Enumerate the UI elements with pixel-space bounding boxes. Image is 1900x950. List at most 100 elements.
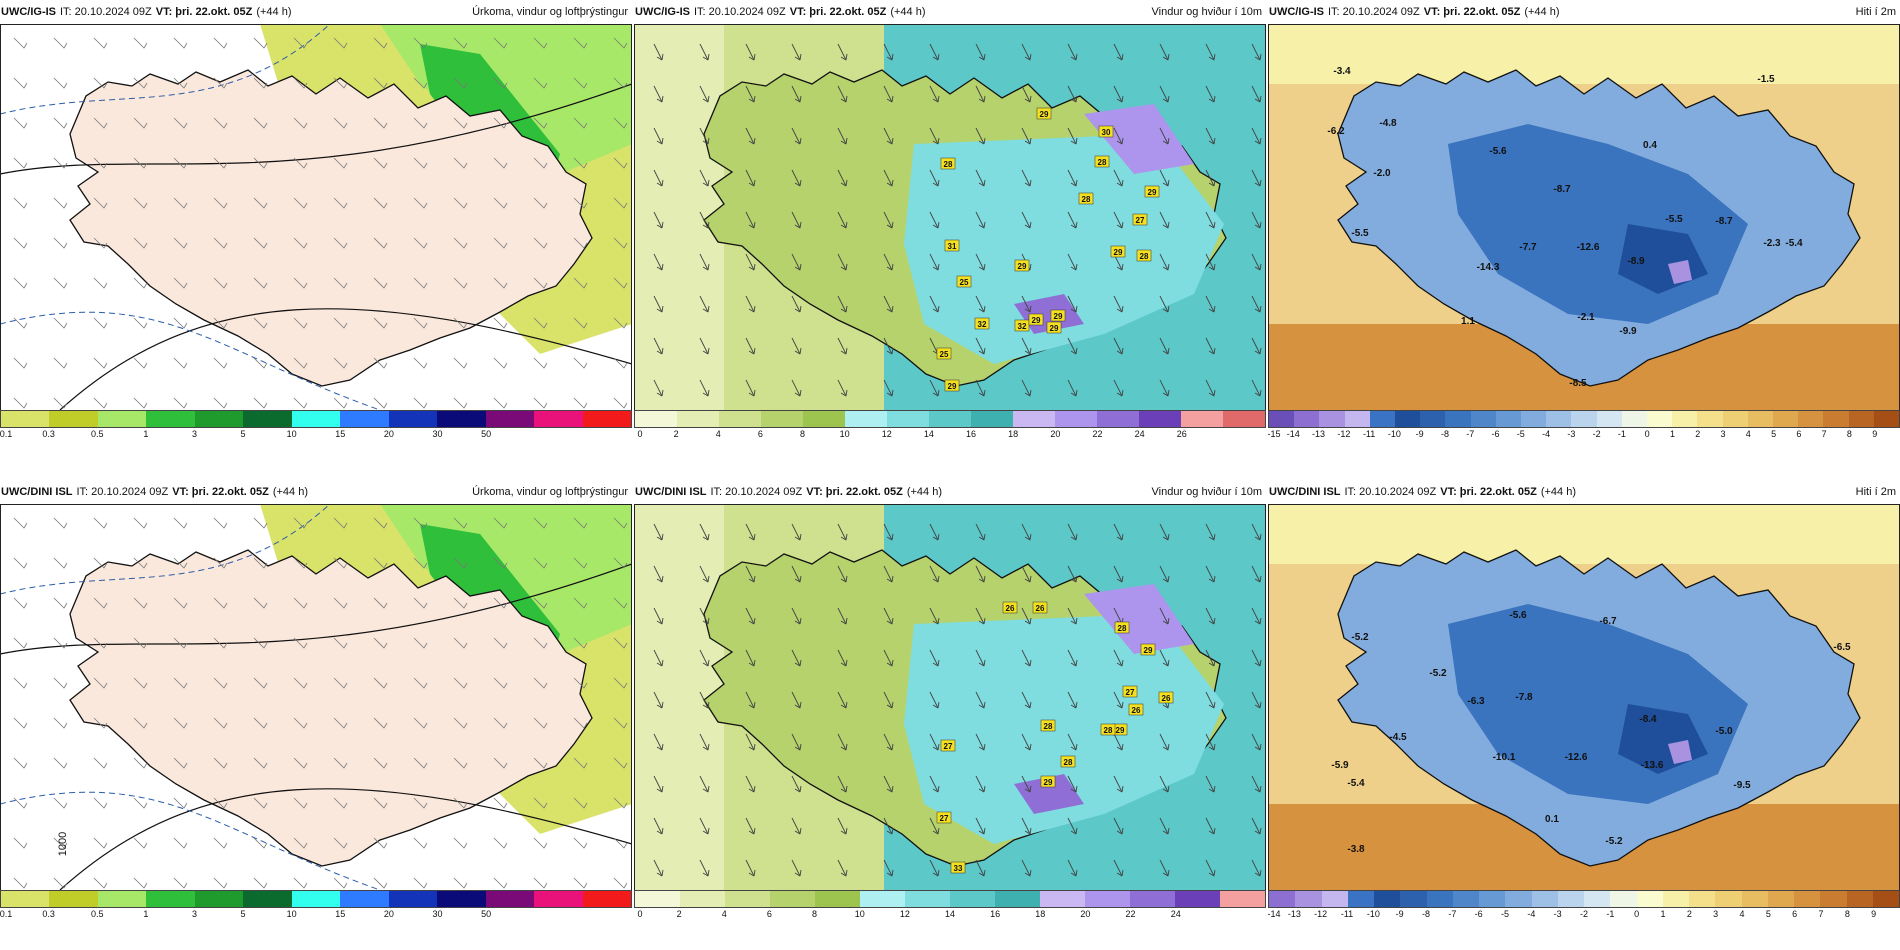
wind-arrow-head bbox=[1024, 869, 1032, 877]
legend-tick-label: 5 bbox=[240, 429, 246, 439]
wind-barb bbox=[133, 117, 148, 129]
wind-barb bbox=[493, 797, 508, 809]
wind-barb bbox=[293, 717, 308, 729]
wind-barb bbox=[413, 77, 428, 89]
cool-sea-north bbox=[1268, 24, 1900, 84]
wind-barb bbox=[333, 837, 348, 849]
legend-swatch bbox=[635, 891, 680, 907]
panel-title: Vindur og hviður í 10m bbox=[1151, 6, 1262, 18]
wind-arrow bbox=[1159, 43, 1169, 61]
wind-arrow-head bbox=[1070, 347, 1078, 355]
wind-arrow-head bbox=[702, 659, 710, 667]
wind-barb bbox=[613, 517, 628, 529]
wind-barb bbox=[253, 317, 268, 329]
wind-arrow-head bbox=[840, 785, 848, 793]
wind-arrow-head bbox=[840, 53, 848, 61]
wind-barb bbox=[493, 517, 508, 529]
legend-tick-label: -5 bbox=[1500, 909, 1510, 919]
wind-barb bbox=[253, 677, 268, 689]
wind-arrow-head bbox=[702, 533, 710, 541]
legend-tick-label: -7 bbox=[1466, 429, 1475, 439]
wind-arrow bbox=[699, 607, 709, 625]
wind-arrow-head bbox=[840, 743, 848, 751]
wind-arrow bbox=[791, 43, 801, 61]
wind-arrow bbox=[1067, 379, 1077, 397]
wind-barb bbox=[413, 877, 428, 889]
wind-arrow bbox=[1159, 169, 1169, 187]
legend-tick-label: 3 bbox=[1713, 909, 1719, 919]
coldest-spot bbox=[1668, 260, 1692, 284]
wind-arrow-head bbox=[748, 347, 756, 355]
wind-arrow-head bbox=[1024, 179, 1032, 187]
wind-barb bbox=[493, 397, 508, 409]
wind-arrow-head bbox=[932, 221, 940, 229]
wind-arrow bbox=[1021, 565, 1031, 583]
legend-swatch bbox=[1013, 411, 1055, 427]
wind-barb bbox=[333, 317, 348, 329]
gust-label: 28 bbox=[1078, 192, 1094, 205]
wind-arrow-head bbox=[748, 263, 756, 271]
wind-arrow bbox=[975, 127, 985, 145]
wind-arrow bbox=[883, 649, 893, 667]
wind-barb bbox=[333, 597, 348, 609]
wind-arrow bbox=[1251, 607, 1261, 625]
lead-time: (+44 h) bbox=[1524, 6, 1560, 18]
temperature-label: -8.7 bbox=[1553, 184, 1571, 195]
wind-arrow bbox=[1251, 295, 1261, 313]
wind-barb bbox=[253, 837, 268, 849]
wind-arrow bbox=[1205, 295, 1215, 313]
gust-label: 27 bbox=[1122, 685, 1138, 698]
wind-arrow-head bbox=[1070, 827, 1078, 835]
legend-swatch bbox=[485, 411, 535, 427]
legend-tick-label: 0.1 bbox=[0, 429, 13, 439]
wind-barb bbox=[453, 877, 468, 889]
wind-arrow bbox=[883, 337, 893, 355]
wind-arrow-head bbox=[978, 137, 986, 145]
legend-swatch bbox=[1400, 891, 1427, 907]
legend-tick-label: 6 bbox=[766, 909, 772, 919]
wind-arrow bbox=[837, 691, 847, 709]
legend-swatch bbox=[49, 411, 98, 427]
wind-barb bbox=[293, 677, 308, 689]
wind-arrow bbox=[975, 295, 985, 313]
wind-barb bbox=[293, 317, 308, 329]
wind-arrow bbox=[1159, 85, 1169, 103]
wind-barb bbox=[613, 557, 628, 569]
gust-label: 29 bbox=[1040, 775, 1056, 788]
legend-swatch bbox=[1055, 411, 1097, 427]
wind-arrow-head bbox=[748, 533, 756, 541]
wind-arrow-head bbox=[1162, 305, 1170, 313]
legend-swatch bbox=[887, 411, 929, 427]
wind-barb bbox=[413, 357, 428, 369]
wind-barb bbox=[293, 877, 308, 889]
wind-arrow-head bbox=[656, 659, 664, 667]
wind-arrow bbox=[929, 775, 939, 793]
gust-label: 30 bbox=[1098, 125, 1114, 138]
wind-arrow bbox=[1251, 733, 1261, 751]
legend-swatch bbox=[1452, 891, 1479, 907]
wind-barb bbox=[133, 757, 148, 769]
legend-swatch bbox=[815, 891, 860, 907]
init-time: IT: 20.10.2024 09Z bbox=[1328, 6, 1420, 18]
wind-arrow-head bbox=[1254, 263, 1262, 271]
panel-title: Vindur og hviður í 10m bbox=[1151, 486, 1262, 498]
wind-arrow bbox=[745, 733, 755, 751]
wind-barb bbox=[613, 237, 628, 249]
wind-arrow-head bbox=[656, 533, 664, 541]
wind-barb bbox=[173, 317, 188, 329]
wind-arrow-head bbox=[1254, 221, 1262, 229]
wind-arrow-head bbox=[702, 827, 710, 835]
wind-barb bbox=[573, 597, 588, 609]
wind-arrow bbox=[1113, 211, 1123, 229]
legend-swatch bbox=[1223, 411, 1265, 427]
wind-arrow bbox=[1159, 565, 1169, 583]
wind-arrow-head bbox=[932, 137, 940, 145]
legend-tick-label: 15 bbox=[335, 909, 346, 919]
map-panel-1: UWC/IG-IS IT: 20.10.2024 09Z VT: þri. 22.o… bbox=[0, 0, 632, 460]
wind-arrow-head bbox=[656, 389, 664, 397]
legend-tick-label: -11 bbox=[1362, 429, 1376, 439]
wind-barb bbox=[133, 877, 148, 889]
wind-barb bbox=[573, 157, 588, 169]
wind-barb bbox=[13, 237, 28, 249]
wind-arrow bbox=[1205, 43, 1215, 61]
